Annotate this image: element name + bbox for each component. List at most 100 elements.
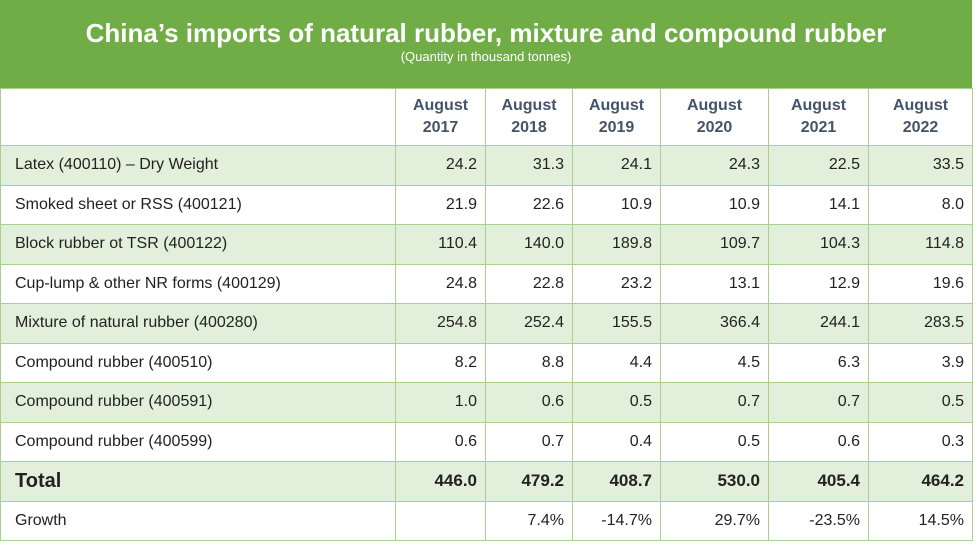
value-cell: 13.1 [660,263,769,304]
value-cell: 109.7 [660,224,769,265]
table-body: Latex (400110) – Dry Weight 24.2 31.3 24.1 2… [0,145,973,541]
subtitle: (Quantity in thousand tonnes) [400,49,572,64]
value-cell: 479.2 [485,461,573,502]
value-cell: 0.3 [868,421,973,462]
data-row: Compound rubber (400510) 8.2 8.8 4.4 4.5 6.3 3… [0,342,973,383]
value-cell: 0.7 [768,382,869,423]
column-header-text: August 2022 [892,97,949,136]
value-cell: 0.5 [868,382,973,423]
data-row: Cup-lump & other NR forms (400129) 24.8 22… [0,263,973,304]
data-row: Compound rubber (400599) 0.6 0.7 0.4 0.5 0.6 0… [0,421,973,462]
value-cell: 19.6 [868,263,973,304]
row-label: Compound rubber (400591) [0,382,396,423]
value-cell: 24.8 [395,263,486,304]
value-cell: 464.2 [868,461,973,502]
row-label: Cup-lump & other NR forms (400129) [0,263,396,304]
value-cell: 29.7% [660,500,769,541]
value-cell: 4.5 [660,342,769,383]
value-cell: 21.9 [395,184,486,225]
value-cell: 23.2 [572,263,661,304]
value-cell: -23.5% [768,500,869,541]
value-cell: 14.1 [768,184,869,225]
column-header-text: August 2019 [588,97,645,136]
value-cell: 24.2 [395,145,486,186]
value-cell: 0.6 [485,382,573,423]
column-header: August 2022 [868,88,973,146]
row-label: Latex (400110) – Dry Weight [0,145,396,186]
data-table: August 2017 August 2018 August 2019 August … [0,88,973,541]
value-cell: 366.4 [660,303,769,344]
row-label: Growth [0,500,396,541]
row-label: Mixture of natural rubber (400280) [0,303,396,344]
value-cell: 530.0 [660,461,769,502]
value-cell: 405.4 [768,461,869,502]
value-cell: 0.6 [395,421,486,462]
value-cell: 114.8 [868,224,973,265]
value-cell: 244.1 [768,303,869,344]
value-cell: 31.3 [485,145,573,186]
value-cell: -14.7% [572,500,661,541]
value-cell: 22.8 [485,263,573,304]
column-header: August 2019 [572,88,661,146]
value-cell: 254.8 [395,303,486,344]
column-header-text: August 2020 [686,97,743,136]
value-cell: 0.5 [660,421,769,462]
value-cell: 22.6 [485,184,573,225]
value-cell: 22.5 [768,145,869,186]
header-row: August 2017 August 2018 August 2019 August … [0,88,973,146]
value-cell: 0.4 [572,421,661,462]
value-cell: 3.9 [868,342,973,383]
column-header: August 2017 [395,88,486,146]
value-cell: 0.7 [660,382,769,423]
total-row: Total 446.0 479.2 408.7 530.0 405.4 464.2 [0,461,973,502]
value-cell: 8.2 [395,342,486,383]
value-cell: 8.8 [485,342,573,383]
data-row: Block rubber ot TSR (400122) 110.4 140.0 18… [0,224,973,265]
value-cell: 140.0 [485,224,573,265]
page: China’s imports of natural rubber, mixtu… [0,0,973,541]
value-cell: 10.9 [660,184,769,225]
value-cell: 14.5% [868,500,973,541]
value-cell: 189.8 [572,224,661,265]
value-cell: 1.0 [395,382,486,423]
value-cell: 10.9 [572,184,661,225]
value-cell: 0.7 [485,421,573,462]
row-label: Compound rubber (400510) [0,342,396,383]
value-cell: 283.5 [868,303,973,344]
value-cell: 252.4 [485,303,573,344]
value-cell: 446.0 [395,461,486,502]
row-label: Smoked sheet or RSS (400121) [0,184,396,225]
value-cell: 408.7 [572,461,661,502]
value-cell: 6.3 [768,342,869,383]
value-cell: 4.4 [572,342,661,383]
column-header-text: August 2021 [790,97,847,136]
value-cell: 24.1 [572,145,661,186]
data-row: Smoked sheet or RSS (400121) 21.9 22.6 10.9… [0,184,973,225]
value-cell: 155.5 [572,303,661,344]
data-row: Mixture of natural rubber (400280) 254.8 2… [0,303,973,344]
column-header: August 2021 [768,88,869,146]
value-cell: 110.4 [395,224,486,265]
value-cell: 33.5 [868,145,973,186]
row-label: Total [0,461,396,502]
value-cell: 8.0 [868,184,973,225]
value-cell: 0.6 [768,421,869,462]
column-header-text: August 2018 [501,97,557,136]
data-row: Latex (400110) – Dry Weight 24.2 31.3 24.1 2… [0,145,973,186]
value-cell: 12.9 [768,263,869,304]
title: China’s imports of natural rubber, mixtu… [85,18,887,48]
row-label: Compound rubber (400599) [0,421,396,462]
value-cell: 24.3 [660,145,769,186]
row-label: Block rubber ot TSR (400122) [0,224,396,265]
column-header-text: August 2017 [412,97,469,136]
column-header: August 2018 [485,88,573,146]
column-header: August 2020 [660,88,769,146]
corner-cell [0,88,396,146]
value-cell: 0.5 [572,382,661,423]
value-cell: 104.3 [768,224,869,265]
data-row: Compound rubber (400591) 1.0 0.6 0.5 0.7 0.7 0… [0,382,973,423]
value-cell: 7.4% [485,500,573,541]
title-bar: China’s imports of natural rubber, mixtu… [0,0,972,88]
data-row: Growth 7.4% -14.7% 29.7% -23.5% 14.5% [0,500,973,541]
empty-cell [395,500,486,541]
